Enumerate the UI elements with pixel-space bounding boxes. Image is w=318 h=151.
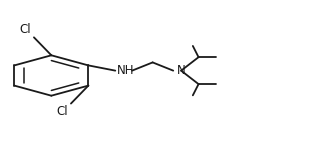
Text: N: N [177, 64, 186, 77]
Text: NH: NH [117, 64, 135, 77]
Text: Cl: Cl [57, 105, 68, 118]
Text: Cl: Cl [20, 23, 31, 36]
